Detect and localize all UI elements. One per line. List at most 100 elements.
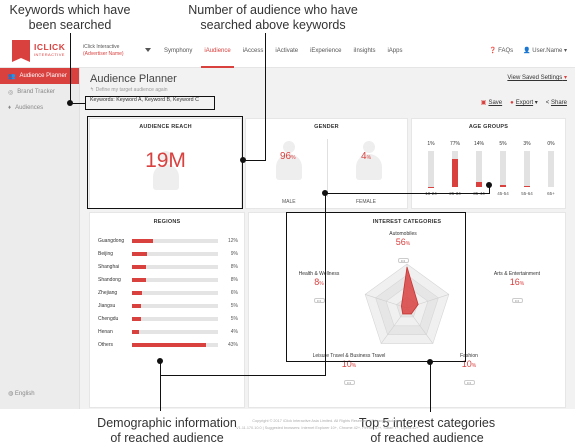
age-label: 65+ — [547, 191, 555, 196]
region-pct: 4% — [230, 329, 238, 335]
region-pct: 6% — [230, 290, 238, 296]
region-row: Chengdu 5% — [98, 315, 238, 323]
connector-keywords-h — [70, 103, 85, 104]
interest-pct: 10% — [444, 359, 494, 371]
connector-dot — [240, 157, 246, 163]
target-icon: ◎ — [8, 89, 14, 96]
sidebar-item-brand-tracker[interactable]: ◎ Brand Tracker — [0, 84, 79, 100]
main-nav: Symphony iAudience iAccess iActivate iEx… — [158, 34, 408, 68]
region-name: Shandong — [98, 277, 121, 283]
save-button[interactable]: ▣ Save — [481, 99, 502, 106]
region-pct: 43% — [227, 342, 238, 348]
region-bar — [132, 330, 139, 334]
globe-icon: ◍ — [8, 391, 14, 397]
age-group-45-54: 5% 45-54 — [490, 141, 516, 201]
share-button[interactable]: < Share — [546, 100, 567, 106]
share-icon: < — [545, 99, 550, 106]
more-button[interactable]: ••• — [343, 380, 355, 385]
export-button[interactable]: ● Export ▾ — [510, 99, 538, 106]
more-button[interactable]: ••• — [313, 298, 325, 303]
region-row: Henan 4% — [98, 328, 238, 336]
region-row: Beijing 9% — [98, 250, 238, 258]
region-pct: 5% — [230, 303, 238, 309]
age-pct: 5% — [499, 141, 507, 147]
interest-pct-value: 10 — [341, 359, 352, 369]
audience-reach-title: AUDIENCE REACH — [139, 124, 192, 130]
interest-name: Automobiles — [389, 231, 417, 237]
chevron-down-icon[interactable] — [145, 48, 151, 52]
annotation-demographic: Demographic information of reached audie… — [97, 416, 237, 445]
nav-iapps[interactable]: iApps — [387, 48, 403, 54]
top-bar: ICLICK INTERACTIVE iClick Interactive (A… — [0, 34, 575, 68]
language-selector[interactable]: ◍ English — [8, 390, 35, 397]
age-pct: 14% — [473, 141, 484, 147]
region-name: Jiangsu — [98, 303, 116, 309]
footer: Copyright © 2017 iClick Interactive Asia… — [80, 418, 575, 432]
connector-dot — [67, 100, 73, 106]
keywords-text: Keywords: Keyword A, Keyword B, Keyword … — [90, 97, 199, 103]
interest-radar-chart — [364, 263, 450, 344]
faqs-link[interactable]: ❓ FAQs — [489, 34, 513, 68]
connector-demo-v0 — [160, 361, 161, 375]
interest-pct-value: 56 — [395, 237, 406, 247]
age-bar-track — [524, 151, 530, 187]
percent-unit: % — [291, 155, 296, 161]
age-bar-track — [452, 151, 458, 187]
connector-demo-h2 — [325, 193, 489, 194]
nav-iaccess[interactable]: iAccess — [242, 48, 264, 54]
annotation-keywords: Keywords which have been searched — [9, 3, 131, 32]
user-icon: 👤 — [523, 48, 531, 54]
more-button[interactable]: ••• — [397, 258, 409, 263]
interest-categories-card: INTEREST CATEGORIES Automobiles 56% ••• … — [248, 212, 566, 408]
age-bar-track — [500, 151, 506, 187]
region-bar — [132, 291, 143, 295]
people-icon: 👥 — [8, 73, 16, 80]
top-right-menu: ❓ FAQs 👤 User.Name ▾ — [489, 34, 567, 68]
interest-pct: 10% — [289, 359, 409, 371]
iclick-logo-icon[interactable] — [12, 40, 30, 62]
advertiser-selector[interactable]: iClick Interactive (Advertiser Name) — [83, 44, 124, 58]
regions-card: REGIONS Guangdong 12% Beijing 9% Shanghai 8% S… — [89, 212, 245, 408]
chevron-down-icon: ▾ — [534, 100, 538, 106]
nav-iactivate[interactable]: iActivate — [275, 48, 299, 54]
back-arrow-icon: ↰ — [90, 87, 95, 93]
interest-arts-entertainment: Arts & Entertainment 16% ••• — [477, 271, 557, 307]
define-audience-link[interactable]: ↰ Define my target audience again — [90, 87, 168, 93]
language-label: English — [14, 391, 35, 397]
region-bar-track — [132, 252, 218, 256]
interest-pct: 56% — [363, 237, 443, 249]
page-title: Audience Planner — [90, 73, 177, 85]
age-group-18-24: 1%18-24 — [418, 141, 444, 201]
user-menu[interactable]: 👤 User.Name ▾ — [523, 34, 567, 68]
sidebar-item-label: Brand Tracker — [17, 89, 55, 95]
question-icon: ❓ — [488, 48, 497, 54]
share-label: Share — [550, 99, 567, 106]
nav-iexperience[interactable]: iExperience — [310, 48, 342, 54]
sidebar-item-label: Audience Planner — [19, 73, 67, 79]
region-bar-track — [132, 291, 218, 295]
view-saved-settings-link[interactable]: View Saved Settings ▾ — [507, 74, 567, 81]
nav-iaudience[interactable]: iAudience — [198, 34, 236, 68]
view-saved-label: View Saved Settings — [507, 75, 563, 81]
connector-keywords — [70, 33, 71, 104]
region-row: Shandong 8% — [98, 276, 238, 284]
more-button[interactable]: ••• — [463, 380, 475, 385]
region-bar-track — [132, 330, 218, 334]
region-bar-track — [132, 317, 218, 321]
sidebar-item-audience-planner[interactable]: 👥 Audience Planner — [0, 68, 79, 84]
nav-iinsights[interactable]: iInsights — [353, 48, 376, 54]
connector-demo-v2 — [325, 193, 326, 376]
sidebar-item-audiences[interactable]: ♦ Audiences — [0, 100, 79, 116]
highlight-audience-reach — [87, 116, 243, 209]
nav-symphony[interactable]: Symphony — [164, 48, 193, 54]
region-bar-track — [132, 265, 218, 269]
region-bar — [132, 317, 141, 321]
female-label: FEMALE — [356, 199, 377, 205]
region-name: Zhejiang — [98, 290, 118, 296]
connector-interests — [430, 362, 431, 412]
age-group-65+: 0% 65+ — [538, 141, 564, 201]
male-icon — [276, 141, 302, 181]
female-icon — [356, 141, 382, 181]
connector-dot — [427, 359, 433, 365]
more-button[interactable]: ••• — [511, 298, 523, 303]
